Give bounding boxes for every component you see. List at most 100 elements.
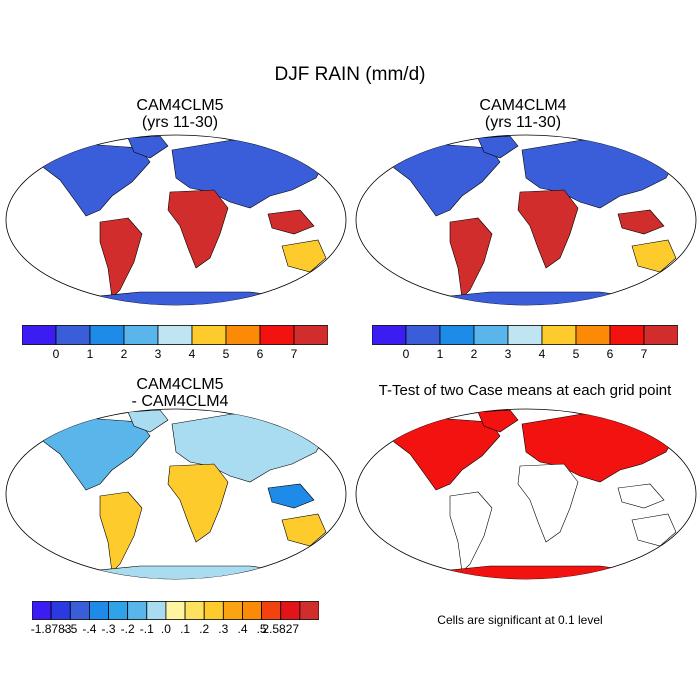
continent-north-america <box>389 417 501 491</box>
colorbar-tick-label: -.1 <box>139 622 154 636</box>
continent-north-america <box>39 143 151 217</box>
colorbar-swatch <box>575 325 611 345</box>
continent-south-america <box>449 217 493 299</box>
colorbar-2-swatches <box>372 325 678 345</box>
colorbar-tick-label: 4 <box>188 347 196 361</box>
colorbar-tick-label: 3 <box>154 347 162 361</box>
panel-1-title-line1: CAM4CLM5 <box>136 97 224 114</box>
colorbar-tick-label: 0 <box>402 347 410 361</box>
colorbar-1 <box>22 325 328 345</box>
map-panel-3 <box>5 408 347 580</box>
continent-africa <box>517 463 579 543</box>
colorbar-swatch <box>69 601 90 620</box>
colorbar-swatch <box>32 601 52 620</box>
colorbar-swatch <box>191 325 227 345</box>
colorbar-swatch <box>259 325 295 345</box>
colorbar-swatch <box>293 325 328 345</box>
continent-antarctica <box>389 291 671 305</box>
colorbar-swatch <box>165 601 186 620</box>
colorbar-tick-label: -.3 <box>101 622 116 636</box>
colorbar-swatch <box>261 601 282 620</box>
colorbar-tick-label: -.5 <box>63 622 78 636</box>
colorbar-tick-label: 1 <box>436 347 444 361</box>
continent-north-america <box>389 143 501 217</box>
colorbar-swatch <box>89 325 125 345</box>
panel-3-title-line1: CAM4CLM5 <box>136 376 224 393</box>
colorbar-tick-label: .2 <box>199 622 210 636</box>
panel-1-title: CAM4CLM5 (yrs 11-30) <box>70 97 290 131</box>
continent-south-america <box>99 491 143 573</box>
panel-2-title: CAM4CLM4 (yrs 11-30) <box>413 97 633 131</box>
colorbar-swatch <box>123 325 159 345</box>
panel-2-title-line1: CAM4CLM4 <box>479 97 567 114</box>
colorbar-swatch <box>507 325 543 345</box>
continent-africa <box>517 189 579 269</box>
colorbar-swatch <box>225 325 261 345</box>
continent-greenland <box>477 409 519 433</box>
colorbar-tick-label: .4 <box>237 622 248 636</box>
colorbar-swatch <box>108 601 129 620</box>
continent-antarctica <box>39 291 321 305</box>
continent-maritime <box>267 483 315 509</box>
continent-south-america <box>99 217 143 299</box>
colorbar-tick-label: 7 <box>290 347 298 361</box>
colorbar-swatch <box>222 601 243 620</box>
continent-australia <box>281 513 327 547</box>
continent-greenland <box>127 135 169 159</box>
colorbar-tick-label: 2.5827 <box>262 622 300 636</box>
colorbar-tick-label: .3 <box>218 622 229 636</box>
colorbar-tick-label: 7 <box>640 347 648 361</box>
continent-antarctica <box>389 565 671 579</box>
colorbar-swatch <box>157 325 193 345</box>
panel-4-title: T-Test of two Case means at each grid po… <box>350 382 700 399</box>
colorbar-1-swatches <box>22 325 328 345</box>
continent-maritime <box>617 209 665 235</box>
colorbar-swatch <box>55 325 91 345</box>
colorbar-tick-label: 3 <box>504 347 512 361</box>
continent-australia <box>631 513 677 547</box>
significance-note: Cells are significant at 0.1 level <box>437 613 603 627</box>
colorbar-swatch <box>609 325 645 345</box>
colorbar-3 <box>32 601 319 620</box>
colorbar-tick-label: 1 <box>86 347 94 361</box>
colorbar-tick-label: 0 <box>52 347 60 361</box>
colorbar-swatch <box>541 325 577 345</box>
colorbar-tick-label: 5 <box>222 347 230 361</box>
continent-maritime <box>267 209 315 235</box>
continent-antarctica <box>39 565 321 579</box>
colorbar-swatch <box>22 325 57 345</box>
colorbar-tick-label: 5 <box>572 347 580 361</box>
colorbar-2-labels: 0 1 2 3 4 5 6 7 <box>372 347 678 363</box>
panel-1-title-line2: (yrs 11-30) <box>141 114 219 131</box>
colorbar-swatch <box>280 601 301 620</box>
colorbar-swatch <box>89 601 109 620</box>
continent-africa <box>167 189 229 269</box>
colorbar-swatch <box>127 601 148 620</box>
continent-maritime <box>617 483 665 509</box>
colorbar-tick-label: -.2 <box>120 622 135 636</box>
colorbar-swatch <box>50 601 71 620</box>
colorbar-3-swatches <box>32 601 319 620</box>
panel-4-title-line1: T-Test of two Case means at each grid po… <box>378 382 672 399</box>
panel-3-title-line2: - CAM4CLM4 <box>131 393 229 410</box>
figure-title: DJF RAIN (mm/d) <box>274 64 426 85</box>
map-panel-2 <box>355 134 697 306</box>
colorbar-tick-label: 2 <box>120 347 128 361</box>
continent-north-america <box>39 417 151 491</box>
colorbar-tick-label: -.4 <box>82 622 97 636</box>
continent-africa <box>167 463 229 543</box>
continent-australia <box>631 239 677 273</box>
colorbar-tick-label: 6 <box>606 347 614 361</box>
colorbar-swatch <box>473 325 509 345</box>
colorbar-tick-label: 2 <box>470 347 478 361</box>
continent-greenland <box>477 135 519 159</box>
continent-australia <box>281 239 327 273</box>
colorbar-swatch <box>242 601 263 620</box>
colorbar-swatch <box>184 601 205 620</box>
colorbar-3-labels: -1.8783 -.5 -.4 -.3 -.2 -.1 .0 .1 .2 .3 .4 .5 2.5827 <box>31 622 319 638</box>
panel-2-title-line2: (yrs 11-30) <box>484 114 562 131</box>
continent-south-america <box>449 491 493 573</box>
colorbar-tick-label: .5 <box>256 622 267 636</box>
panel-3-title: CAM4CLM5 - CAM4CLM4 <box>70 376 290 410</box>
colorbar-swatch <box>405 325 441 345</box>
